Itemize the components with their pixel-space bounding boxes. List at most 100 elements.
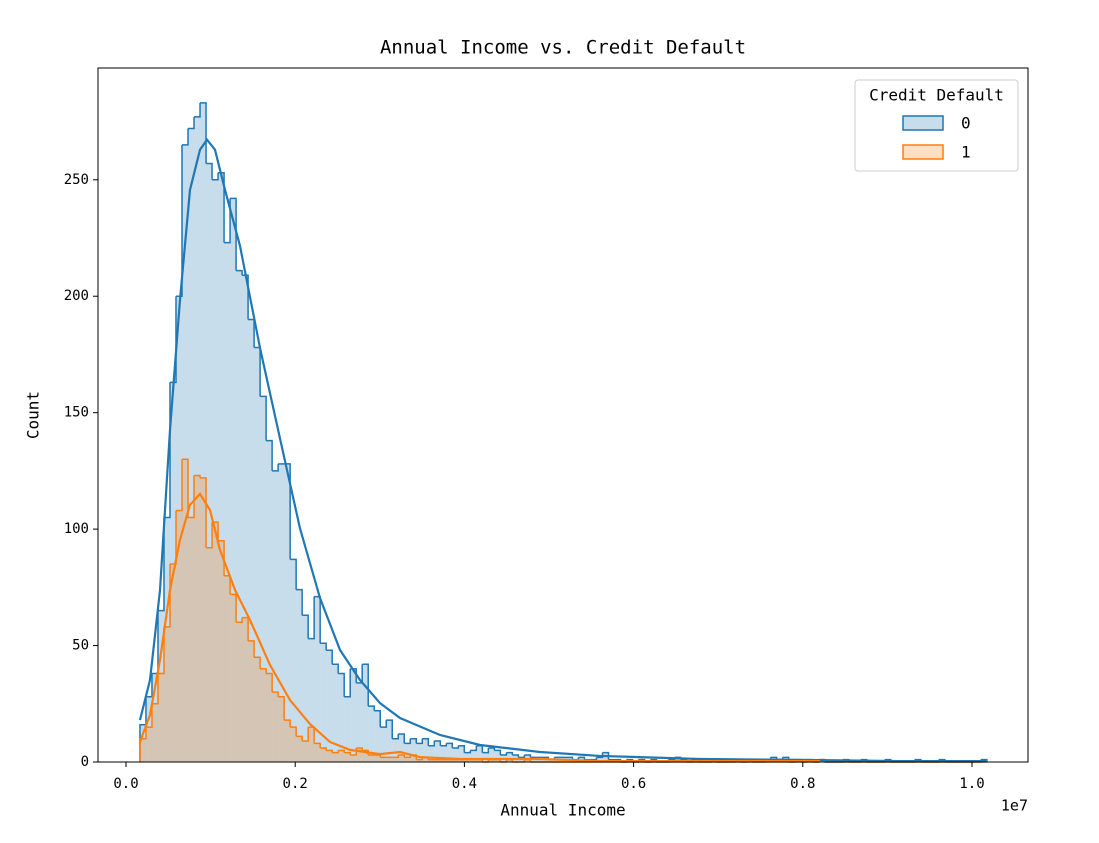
hist-outline [236, 269, 243, 276]
legend-label: 1 [961, 143, 971, 162]
hist-outline [428, 741, 436, 747]
hist-bar [224, 575, 231, 762]
hist-bar [278, 696, 285, 762]
legend-swatch [902, 144, 944, 160]
hist-bar [236, 270, 243, 762]
hist-bar [416, 759, 423, 762]
hist-outline [230, 197, 237, 271]
hist-outline [151, 673, 159, 705]
hist-bar [290, 559, 297, 762]
hist-outline [236, 617, 243, 624]
hist-outline [602, 751, 610, 760]
hist-outline [302, 614, 309, 639]
hist-outline [320, 642, 327, 651]
hist-outline [392, 734, 399, 740]
hist-outline [290, 558, 297, 590]
hist-bar [212, 522, 219, 762]
x-tick-label: 0.2 [283, 776, 308, 792]
hist-bar [157, 673, 164, 762]
hist-bar [524, 759, 531, 762]
hist-bar [218, 172, 225, 763]
hist-bar [242, 275, 249, 762]
hist-bar [272, 692, 279, 762]
hist-outline [398, 733, 405, 744]
hist-outline [194, 474, 201, 478]
hist-outline [398, 754, 405, 758]
hist-outline [464, 750, 472, 754]
hist-bar [356, 682, 363, 762]
hist-outline [266, 672, 273, 693]
hist-outline [169, 296, 177, 384]
hist-bar [314, 596, 321, 762]
hist-outline [362, 663, 369, 707]
hist-bar [194, 116, 201, 762]
hist-bar [254, 347, 261, 762]
hist-bar [326, 650, 333, 762]
legend-swatch [902, 115, 944, 131]
y-tick-label: 100 [64, 521, 89, 537]
plot-frame [97, 67, 1029, 763]
y-tick-label: 50 [72, 638, 89, 654]
hist-outline [176, 459, 183, 512]
hist-outline [404, 738, 412, 745]
hist-outline [248, 640, 255, 658]
hist-outline [422, 737, 430, 746]
hist-outline [980, 758, 988, 762]
hist-bar [602, 752, 609, 762]
hist-bar [428, 745, 435, 762]
hist-bar [182, 144, 189, 762]
hist-bar [386, 757, 393, 762]
hist-bar [248, 640, 255, 762]
hist-outline [218, 540, 225, 576]
hist-bar [476, 759, 483, 762]
hist-outline [494, 749, 502, 756]
x-offset-label: 1e7 [1001, 797, 1028, 815]
hist-outline [344, 751, 351, 756]
hist-outline [212, 172, 219, 181]
hist-bar [416, 743, 423, 762]
hist-bar [260, 396, 267, 762]
hist-outline [194, 102, 201, 118]
y-tick-label: 200 [64, 288, 89, 304]
hist-outline [254, 656, 261, 669]
hist-outline [272, 463, 279, 472]
hist-bar [188, 128, 195, 762]
hist-bar [398, 734, 405, 762]
hist-bar [182, 459, 189, 762]
hist-outline [278, 696, 285, 721]
hist-bar [151, 703, 158, 762]
hist-outline [338, 672, 345, 697]
hist-bar [145, 696, 152, 762]
hist-bar [176, 296, 183, 762]
hist-bar [452, 748, 459, 762]
hist-outline [512, 754, 520, 758]
legend-title: Credit Default [869, 86, 1004, 105]
hist-outline [182, 458, 189, 518]
hist-bar [410, 738, 417, 762]
hist-outline [506, 751, 514, 756]
hist-bar [272, 470, 279, 762]
hist-outline [386, 719, 393, 739]
hist-bar [338, 673, 345, 762]
hist-bar [434, 759, 441, 762]
hist-bar [410, 755, 417, 762]
hist-bar [434, 741, 441, 762]
hist-outline [200, 102, 207, 164]
hist-bar [368, 755, 375, 762]
hist-bar [206, 163, 213, 762]
hist-outline [518, 755, 526, 759]
hist-bar [139, 738, 146, 762]
hist-bar [458, 759, 465, 762]
hist-bar [157, 610, 164, 762]
hist-outline [356, 747, 363, 751]
hist-bar [284, 463, 291, 762]
hist-bar [488, 748, 495, 762]
hist-outline [596, 752, 604, 759]
hist-bar [464, 759, 471, 762]
x-tick-label: 0.6 [621, 776, 646, 792]
hist-bar [398, 755, 405, 762]
hist-bar [344, 752, 351, 762]
hist-bar [278, 463, 285, 762]
hist-bar [206, 547, 213, 762]
hist-bar [362, 750, 369, 762]
